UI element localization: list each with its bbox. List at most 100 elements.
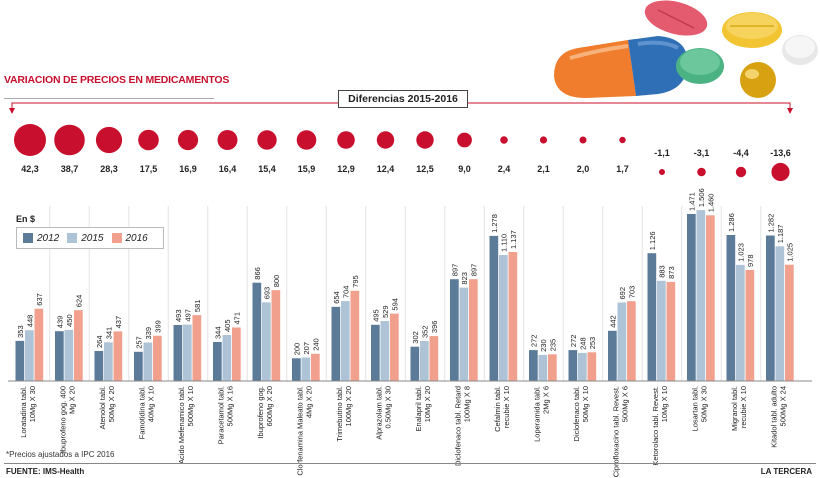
bar-2015 xyxy=(25,330,34,381)
bar-2016 xyxy=(192,315,202,381)
legend-label-2016: 2016 xyxy=(125,232,148,244)
bar-value-label: 1.187 xyxy=(776,225,785,244)
brand-name: LA TERCERA xyxy=(760,467,812,476)
bar-2012 xyxy=(331,306,341,381)
bar-value-label: 442 xyxy=(608,315,617,328)
bar-value-label: 302 xyxy=(411,331,420,344)
bar-value-label: 405 xyxy=(223,319,232,332)
bar-2012 xyxy=(608,330,617,381)
bar-2012 xyxy=(173,325,183,381)
bar-2016 xyxy=(469,279,478,381)
bar-value-label: 396 xyxy=(430,321,439,334)
title-divider xyxy=(4,98,214,99)
difference-label: -1,1 xyxy=(654,148,670,158)
category-label: Cefalmin tabl. xyxy=(493,386,502,432)
category-label: Diclofenaco tabl. xyxy=(572,386,581,441)
bar-value-label: 1.126 xyxy=(648,231,657,250)
legend-item-2016: 2016 xyxy=(111,232,148,244)
category-label: Acido Mefenamico tabl. xyxy=(177,386,186,464)
bar-value-label: 1.506 xyxy=(697,188,706,207)
bar-value-label: 493 xyxy=(174,309,183,322)
bar-2015 xyxy=(617,302,627,381)
source-credit: FUENTE: IMS-Health xyxy=(6,467,85,476)
bar-2012 xyxy=(252,282,262,381)
bar-value-label: 439 xyxy=(55,316,64,329)
category-label: 500Mg X 10 xyxy=(186,386,195,426)
category-label: Atenolol tabl. xyxy=(98,386,107,429)
difference-label: -3,1 xyxy=(694,148,710,158)
bar-2016 xyxy=(350,290,360,381)
footnote: *Precios ajustados a IPC 2016 xyxy=(6,450,115,459)
bar-value-label: 823 xyxy=(460,272,469,285)
bar-value-label: 264 xyxy=(95,335,104,348)
bar-2016 xyxy=(745,270,755,381)
bar-value-label: 344 xyxy=(213,326,222,339)
category-label: recubie X 10 xyxy=(502,386,511,428)
bar-value-label: 1.460 xyxy=(706,194,715,213)
bar-value-label: 637 xyxy=(35,293,44,306)
difference-circle xyxy=(697,167,706,177)
bar-2012 xyxy=(292,358,301,381)
bar-2016 xyxy=(74,310,83,381)
category-label: 10Mg X 30 xyxy=(28,386,37,422)
bar-value-label: 704 xyxy=(341,286,350,299)
amber-softgel-icon xyxy=(740,62,776,98)
bar-2016 xyxy=(232,327,241,381)
difference-label: 17,5 xyxy=(140,164,158,174)
difference-circle xyxy=(296,130,317,150)
pink-pill-icon xyxy=(644,0,708,36)
bar-2012 xyxy=(568,350,578,381)
bar-value-label: 703 xyxy=(627,286,636,299)
category-label: 10Mg X 10 xyxy=(660,386,669,422)
bar-value-label: 353 xyxy=(16,325,25,338)
category-label: Alprazolam tabl. xyxy=(375,386,384,440)
bar-value-label: 693 xyxy=(262,287,271,300)
x-axis-labels: Loratadina tabl. 10Mg X 30 Ibuprofeno gog.… xyxy=(19,386,788,477)
bar-value-label: 795 xyxy=(351,275,360,288)
differences-label: Diferencias 2015-2016 xyxy=(338,90,468,108)
bar-2012 xyxy=(94,351,104,381)
white-tablet-icon xyxy=(782,35,818,65)
bar-value-label: 495 xyxy=(371,309,380,322)
bar-2016 xyxy=(706,215,715,381)
category-label: 50Mg X 10 xyxy=(581,386,590,422)
bar-value-label: 257 xyxy=(134,336,143,349)
bar-2016 xyxy=(390,313,399,381)
category-label: Ciprofloxacino tabl. Revest. xyxy=(612,386,621,477)
bar-value-label: 883 xyxy=(657,265,666,278)
difference-label: 15,9 xyxy=(298,164,316,174)
bar-value-label: 339 xyxy=(144,327,153,340)
category-label: Enalapril tabl. xyxy=(414,386,423,431)
bar-value-label: 235 xyxy=(548,339,557,352)
bar-value-label: 399 xyxy=(153,320,162,333)
category-label: Famotidina tabl. xyxy=(138,386,147,439)
difference-label: -13,6 xyxy=(770,148,791,158)
bar-2015 xyxy=(262,302,271,381)
bar-value-label: 1.286 xyxy=(727,213,736,232)
bar-2012 xyxy=(15,340,25,381)
green-tablet-icon xyxy=(676,48,724,84)
bar-2012 xyxy=(529,350,538,381)
category-label: Ketorolaco tabl. Revest. xyxy=(651,386,660,466)
bar-2015 xyxy=(775,246,785,381)
bar-value-label: 692 xyxy=(618,287,627,300)
difference-circle xyxy=(735,166,747,178)
category-label: 100Mg X 8 xyxy=(463,386,472,422)
category-label: Diclofenaco tabl. Retard xyxy=(454,386,463,466)
category-label: 4Mg X 20 xyxy=(305,386,314,418)
bar-value-label: 866 xyxy=(253,267,262,280)
category-label: 500Mg X 24 xyxy=(779,386,788,426)
bar-value-label: 624 xyxy=(74,295,83,308)
bar-2016 xyxy=(429,336,439,381)
difference-label: 2,1 xyxy=(537,164,550,174)
category-label: 0.50Mg X 30 xyxy=(384,386,393,429)
difference-circle xyxy=(416,131,434,149)
bar-2012 xyxy=(766,235,775,381)
pills-illustration xyxy=(554,0,818,98)
bar-value-label: 272 xyxy=(569,335,578,348)
category-label: Migranol tabl. xyxy=(730,386,739,431)
difference-circle xyxy=(376,131,395,149)
bar-2015 xyxy=(459,287,469,381)
